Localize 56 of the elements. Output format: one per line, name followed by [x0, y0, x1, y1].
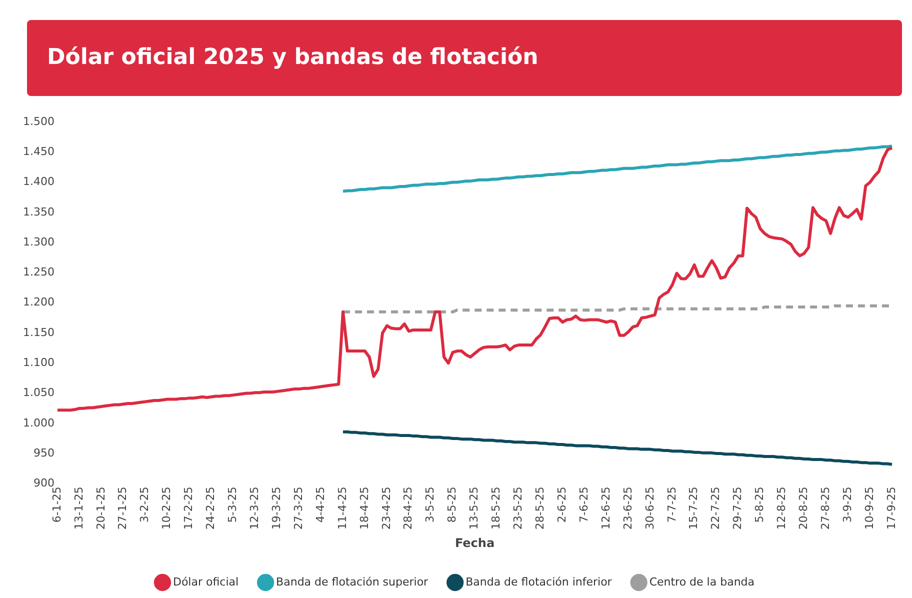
- x-tick-label: 20-8-25: [797, 486, 810, 530]
- x-tick-label: 23-5-25: [512, 486, 525, 530]
- y-tick-label: 1.400: [22, 175, 54, 188]
- y-tick-label: 1.200: [22, 296, 54, 309]
- x-tick-label: 3-2-25: [138, 486, 152, 523]
- x-tick-label: 17-9-25: [884, 486, 898, 530]
- x-tick-label: 12-3-25: [248, 486, 261, 530]
- x-tick-label: 29-7-25: [731, 486, 744, 530]
- x-axis-title: Fecha: [454, 536, 495, 550]
- y-tick-label: 1.100: [22, 356, 54, 369]
- y-tick-label: 1.050: [22, 386, 54, 400]
- x-tick-label: 11-4-25: [336, 486, 349, 530]
- x-tick-label: 23-4-25: [380, 486, 393, 530]
- x-tick-label: 27-8-25: [818, 486, 832, 530]
- x-tick-label: 19-3-25: [270, 486, 283, 530]
- y-tick-label: 1.350: [22, 205, 54, 218]
- chart-title: Dólar oficial 2025 y bandas de flotación: [27, 20, 902, 96]
- x-tick-label: 20-1-25: [94, 486, 108, 530]
- x-tick-label: 13-5-25: [468, 486, 481, 530]
- x-tick-label: 13-1-25: [72, 486, 86, 530]
- x-tick-label: 22-7-25: [709, 486, 722, 530]
- x-tick-label: 7-6-25: [577, 486, 590, 523]
- x-tick-label: 18-4-25: [358, 486, 371, 530]
- legend-label: Dólar oficial: [172, 575, 239, 588]
- x-tick-label: 3-5-25: [424, 486, 437, 523]
- legend-label: Centro de la banda: [649, 575, 755, 588]
- x-tick-label: 24-2-25: [204, 486, 218, 530]
- legend-label: Banda de flotación superior: [276, 575, 429, 588]
- y-tick-label: 1.150: [22, 326, 54, 339]
- x-tick-label: 10-2-25: [160, 486, 174, 530]
- x-tick-label: 4-4-25: [314, 486, 327, 523]
- x-tick-label: 5-8-25: [753, 486, 766, 523]
- x-tick-label: 7-7-25: [665, 486, 678, 523]
- x-tick-label: 3-9-25: [840, 486, 854, 523]
- x-tick-label: 10-9-25: [862, 486, 876, 530]
- x-tick-label: 27-1-25: [116, 486, 130, 530]
- y-tick-label: 1.450: [22, 145, 54, 158]
- x-tick-label: 8-5-25: [446, 486, 459, 523]
- x-tick-label: 5-3-25: [226, 486, 240, 523]
- legend-label: Banda de flotación inferior: [466, 575, 612, 588]
- y-tick-label: 1.000: [22, 416, 54, 430]
- x-tick-label: 12-6-25: [599, 486, 612, 530]
- y-tick-label: 1.500: [22, 114, 54, 128]
- x-tick-label: 23-6-25: [621, 486, 634, 530]
- x-tick-label: 28-5-25: [533, 486, 546, 530]
- x-tick-label: 17-2-25: [182, 486, 196, 530]
- y-tick-label: 1.300: [22, 235, 54, 248]
- x-tick-label: 2-6-25: [555, 486, 568, 523]
- x-tick-label: 27-3-25: [292, 486, 305, 530]
- x-tick-label: 30-6-25: [643, 486, 656, 530]
- x-tick-label: 15-7-25: [687, 486, 700, 530]
- y-tick-label: 1.250: [22, 266, 54, 279]
- y-tick-label: 950: [33, 446, 54, 460]
- x-tick-label: 18-5-25: [490, 486, 503, 530]
- x-tick-label: 28-4-25: [402, 486, 415, 530]
- x-tick-label: 12-8-25: [775, 486, 788, 530]
